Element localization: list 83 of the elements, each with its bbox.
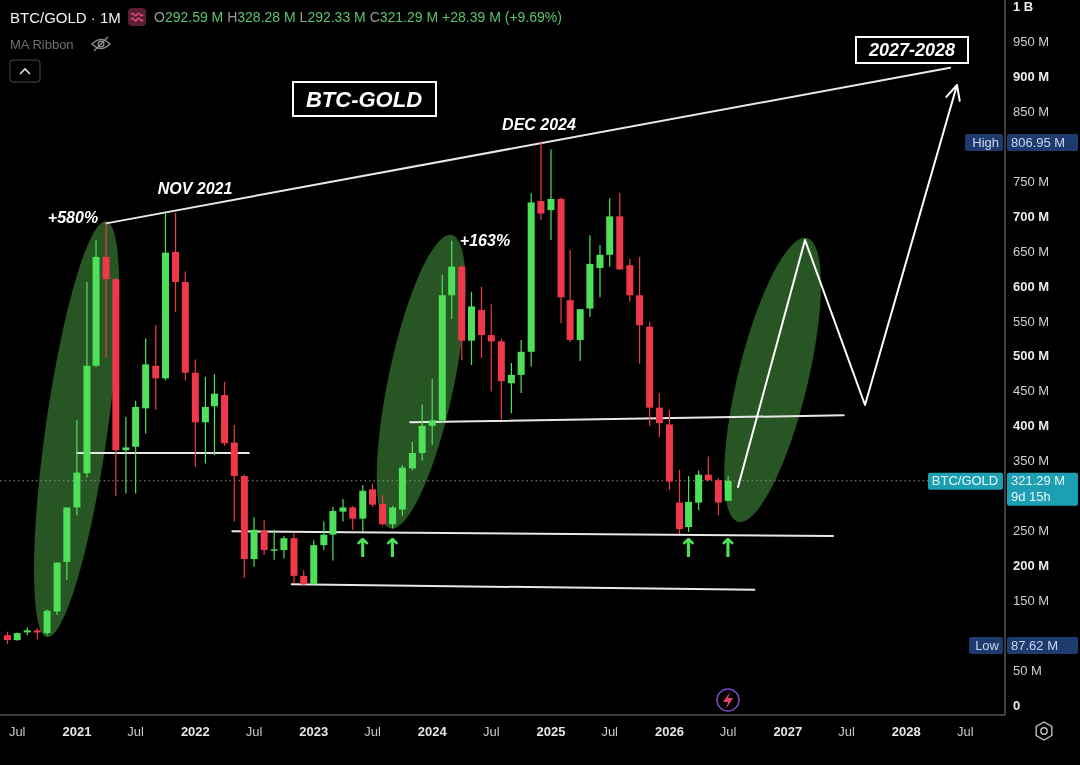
candlestick	[507, 362, 515, 414]
annotation: DEC 2024	[502, 115, 577, 133]
y-tick-label: 450 M	[1013, 383, 1050, 399]
text: 9d 15h	[1011, 489, 1051, 505]
y-tick-label: 400 M	[1013, 418, 1050, 434]
x-tick-label: Jul	[127, 723, 145, 739]
candlestick	[201, 376, 209, 465]
y-tick-label: 350 M	[1013, 453, 1050, 469]
y-tick-label: 650 M	[1013, 243, 1050, 259]
annotation: +163%	[459, 231, 511, 249]
x-tick-label: 2021	[62, 723, 92, 739]
candlestick	[714, 477, 722, 516]
annotation: ↑	[351, 532, 374, 563]
candlestick	[369, 483, 377, 508]
candlestick	[537, 141, 545, 221]
text: 87.62 M	[1011, 637, 1058, 653]
candlestick	[517, 339, 525, 394]
candlestick	[704, 455, 712, 482]
y-tick-label: 850 M	[1013, 104, 1050, 120]
y-tick-label: 900 M	[1013, 69, 1050, 85]
candlestick	[724, 475, 732, 502]
x-tick-label: 2022	[180, 723, 210, 739]
candlestick	[487, 303, 495, 393]
text: 806.95 M	[1011, 134, 1066, 150]
candlestick	[280, 535, 288, 560]
annotation: High	[972, 134, 999, 150]
x-tick-label: 2026	[654, 723, 684, 739]
candlestick	[389, 505, 397, 530]
candlestick	[329, 506, 337, 562]
x-tick-label: 2025	[536, 723, 566, 739]
candlestick	[349, 505, 357, 531]
x-tick-label: 2023	[299, 723, 329, 739]
annotation: ↑	[717, 532, 740, 563]
annotation: Low	[975, 637, 1000, 653]
y-tick-label: 50 M	[1013, 662, 1042, 678]
candlestick	[43, 608, 51, 636]
candlestick	[320, 520, 328, 551]
x-tick-label: 2028	[891, 723, 921, 739]
candlestick	[260, 519, 268, 556]
candlestick	[408, 441, 416, 472]
x-tick-label: 2027	[773, 723, 803, 739]
y-tick-label: 250 M	[1013, 523, 1050, 539]
candlestick	[102, 222, 110, 359]
x-tick-label: 2024	[417, 723, 448, 739]
text: 321.29 M	[1011, 473, 1066, 489]
y-tick-label: 700 M	[1013, 208, 1050, 224]
y-tick-label: 200 M	[1013, 557, 1050, 573]
y-tick-label: 500 M	[1013, 348, 1050, 364]
candlestick	[596, 244, 604, 298]
annotation: ↑	[381, 532, 404, 563]
y-tick-label: 0	[1013, 697, 1021, 713]
annotation: 2027-2028	[867, 40, 956, 60]
candlestick	[428, 378, 436, 446]
x-tick-label: Jul	[245, 723, 263, 739]
candlestick	[655, 392, 663, 438]
y-tick-label: 950 M	[1013, 34, 1050, 50]
candlestick	[379, 494, 387, 527]
annotation: NOV 2021	[157, 179, 233, 197]
x-tick-label: Jul	[957, 723, 974, 739]
ref-line-label: BTC/GOLD	[931, 473, 999, 489]
text: O292.59 M H328.28 M L292.33 M C321.29 M +28.39 M (+9.69%)	[154, 9, 562, 25]
candlestick	[122, 416, 130, 495]
candlestick	[339, 498, 347, 523]
candlestick	[547, 148, 555, 241]
y-tick-label: 550 M	[1013, 313, 1050, 329]
annotation: +580%	[47, 208, 99, 226]
x-tick-label: Jul	[8, 723, 26, 739]
candlestick	[210, 373, 218, 456]
x-tick-label: Jul	[601, 723, 619, 739]
text: BTC/GOLD · 1M	[10, 8, 121, 26]
y-tick-label: 600 M	[1013, 278, 1050, 294]
y-tick-label: 1 B	[1013, 0, 1034, 15]
annotation: BTC-GOLD	[305, 86, 423, 112]
x-tick-label: Jul	[838, 723, 856, 739]
y-tick-label: 150 M	[1013, 592, 1050, 608]
x-tick-label: Jul	[482, 723, 500, 739]
candlestick	[152, 324, 160, 411]
x-tick-label: Jul	[364, 723, 381, 739]
candlestick	[270, 529, 278, 561]
x-tick-label: Jul	[719, 723, 737, 739]
annotation: ↑	[677, 532, 700, 563]
annotation: MA Ribbon	[10, 36, 74, 52]
y-tick-label: 750 M	[1013, 173, 1050, 189]
